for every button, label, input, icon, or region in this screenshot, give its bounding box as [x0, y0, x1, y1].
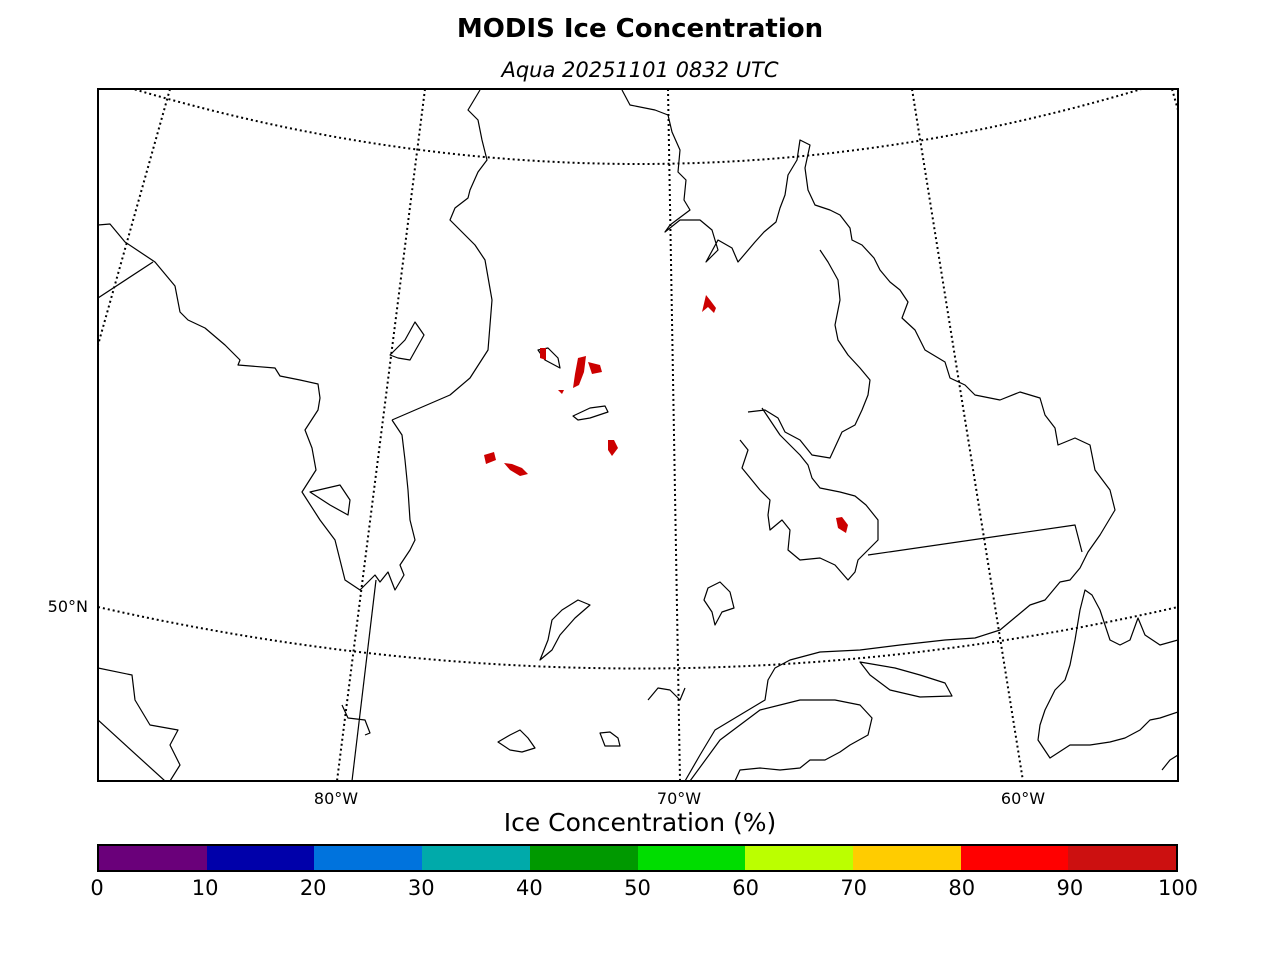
- ice-patch: [702, 295, 716, 313]
- coastline-hudson-bay-east: [391, 89, 493, 421]
- ice-patch: [558, 390, 564, 394]
- coastline-ontario-southwest: [98, 667, 181, 781]
- coastline-lake-region: [739, 407, 879, 581]
- longitude-label-60w: 60°W: [1000, 789, 1046, 808]
- coastline-bay-islands: [389, 321, 425, 361]
- ice-patch: [504, 463, 528, 476]
- colorbar-tick-label: 10: [191, 876, 219, 900]
- coastline-mistassini: [539, 599, 591, 661]
- colorbar-tick-label: 30: [407, 876, 435, 900]
- colorbar-segment: [529, 846, 638, 870]
- colorbar-tick-label: 20: [299, 876, 327, 900]
- coastline-akimiski-island: [309, 484, 351, 516]
- colorbar-segment: [637, 846, 746, 870]
- ice-patch: [540, 348, 546, 360]
- coastline-manicouagan: [703, 581, 735, 626]
- colorbar-segment: [1068, 846, 1177, 870]
- graticule-parallel-north: [129, 89, 1146, 165]
- longitude-label-70w: 70°W: [656, 789, 702, 808]
- graticule-parallel-50n: [98, 606, 1178, 670]
- map-subtitle: Aqua 20251101 0832 UTC: [501, 58, 779, 82]
- colorbar-tick-label: 80: [948, 876, 976, 900]
- colorbar-tick-label: 50: [624, 876, 651, 900]
- coastline-central-lake: [572, 405, 609, 421]
- colorbar-segment: [745, 846, 853, 870]
- map-title: MODIS Ice Concentration: [456, 14, 824, 44]
- coastlines: [98, 89, 1178, 781]
- colorbar: [97, 844, 1178, 872]
- coastline-james-bay-south: [351, 579, 377, 781]
- colorbar-tick-label: 0: [90, 876, 104, 900]
- colorbar-segment: [960, 846, 1069, 870]
- colorbar-segment: [852, 846, 961, 870]
- colorbar-title: Ice Concentration (%): [503, 808, 777, 837]
- coastline-ungava-peninsula: [621, 89, 1116, 781]
- coastline-newfoundland: [1037, 589, 1178, 759]
- colorbar-tick-label: 100: [1157, 876, 1199, 900]
- colorbar-tick-label: 70: [840, 876, 868, 900]
- coastline-saguenay: [647, 687, 686, 701]
- coastline-manitoba-border: [98, 261, 154, 299]
- coastline-labrador-border: [867, 524, 1083, 556]
- ice-patch: [573, 356, 586, 388]
- graticule-meridian-55w: [1171, 89, 1178, 111]
- coastline-gulf-north: [689, 699, 873, 781]
- coastline-ontario-west: [98, 223, 416, 591]
- colorbar-tick-label: 40: [516, 876, 543, 900]
- map-frame: [97, 88, 1179, 782]
- ice-patch: [608, 440, 618, 456]
- latitude-label-50n: 50°N: [47, 597, 88, 616]
- graticule-meridian-80w: [336, 89, 426, 781]
- ice-patch: [588, 362, 602, 374]
- graticule-meridian-70w: [667, 89, 681, 781]
- coastline-ungava-bay-inner: [747, 249, 871, 459]
- coastline-southwest-islands: [497, 729, 536, 753]
- colorbar-segment: [314, 846, 423, 870]
- colorbar-tick-label: 90: [1056, 876, 1084, 900]
- coastline-lake-ontario-west: [341, 704, 371, 736]
- coastline-rimouski: [1161, 754, 1178, 771]
- colorbar-segment: [206, 846, 315, 870]
- graticule-meridian-60w: [911, 89, 1024, 781]
- colorbar-segment: [99, 846, 207, 870]
- graticule-meridian-85w: [98, 89, 171, 346]
- longitude-label-80w: 80°W: [313, 789, 359, 808]
- colorbar-segment: [422, 846, 530, 870]
- coastline-lake-st-john: [599, 731, 621, 747]
- coastline-ontario-border: [98, 719, 166, 781]
- ice-patch: [836, 517, 848, 533]
- graticule: [98, 89, 1178, 781]
- coastline-anticosti: [859, 661, 953, 698]
- colorbar-tick-label: 60: [732, 876, 759, 900]
- ice-patch: [484, 452, 496, 464]
- ice-concentration-patches: [484, 295, 848, 533]
